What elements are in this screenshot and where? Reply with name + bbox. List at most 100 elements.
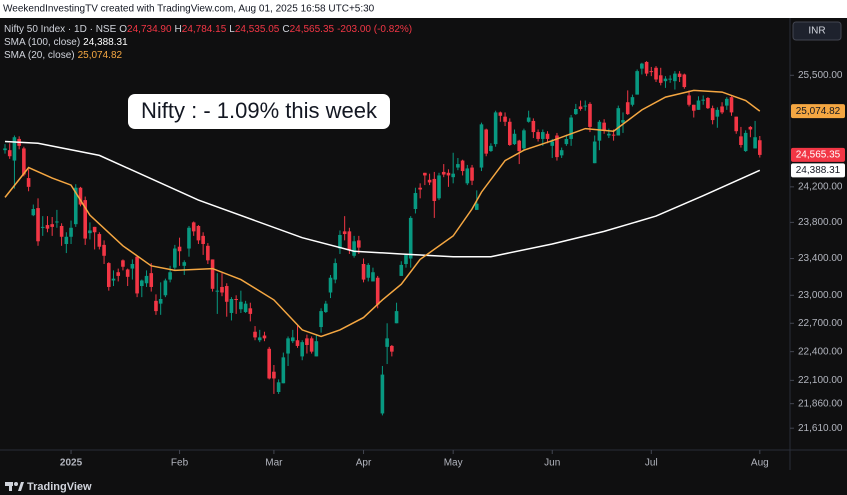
candle-body <box>191 222 196 232</box>
candle-body <box>451 173 455 178</box>
candle-body <box>102 244 106 256</box>
candle-body <box>262 335 267 339</box>
candle-body <box>423 172 427 176</box>
candle-body <box>758 140 762 155</box>
candle-body <box>663 78 668 82</box>
candle-body <box>257 337 262 341</box>
candle-body <box>7 150 12 157</box>
candle-body <box>163 280 168 296</box>
candle-body <box>31 208 36 216</box>
candle-body <box>640 63 644 69</box>
candle-body <box>399 264 404 276</box>
candle-body <box>507 121 512 145</box>
x-tick-label: Jun <box>544 458 560 469</box>
legend-key: O <box>119 24 128 35</box>
candle-body <box>347 231 352 251</box>
candle-body <box>753 137 757 149</box>
candle-body <box>121 260 125 267</box>
currency-box[interactable] <box>792 21 842 41</box>
candle-body <box>295 340 300 346</box>
x-tick-label: 2025 <box>60 458 83 469</box>
x-tick-label: Mar <box>265 458 283 469</box>
legend-symbol: Nifty 50 Index · 1D · NSE <box>4 24 117 35</box>
candle-body <box>734 116 739 132</box>
candle-body <box>474 203 479 210</box>
candle-body <box>441 171 446 175</box>
candle-body <box>630 97 635 105</box>
y-tick-label: 21,610.00 <box>798 423 843 434</box>
candle-body <box>243 303 248 313</box>
candle-body <box>522 130 526 149</box>
price-tag-label: 24,388.31 <box>796 165 841 176</box>
legend-value: 24,388.31 <box>83 37 128 48</box>
candle-body <box>267 348 271 379</box>
candle-body <box>720 106 724 113</box>
candle-body <box>701 99 705 101</box>
candle-body <box>36 208 40 242</box>
candle-body <box>234 298 238 300</box>
legend-sma100: SMA (100, close) 24,388.31 <box>4 37 131 48</box>
candle-body <box>602 122 606 131</box>
candle-body <box>371 272 375 282</box>
candle-body <box>149 273 154 287</box>
candle-body <box>309 338 314 352</box>
y-tick-label: 22,100.00 <box>798 375 843 386</box>
candle-body <box>3 148 7 151</box>
legend-value: 24,565.35 <box>289 24 335 35</box>
candle-body <box>168 272 172 280</box>
candle-body <box>588 103 592 127</box>
candle-body <box>748 126 753 130</box>
candle-body <box>413 193 418 209</box>
candle-body <box>22 148 26 175</box>
candle-body <box>361 263 366 280</box>
candle-body <box>26 178 31 187</box>
legend-value: 24,535.05 <box>234 24 280 35</box>
candle-body <box>621 120 625 123</box>
candle-body <box>305 338 309 345</box>
candle-body <box>616 108 621 136</box>
y-tick-label: 23,000.00 <box>798 290 843 301</box>
candle-body <box>531 120 536 133</box>
currency: INR <box>808 26 825 37</box>
legend-value: 24,784.15 <box>181 24 227 35</box>
candle-body <box>111 278 116 281</box>
y-tick-label: 22,700.00 <box>798 318 843 329</box>
candle-body <box>300 342 305 357</box>
candle-body <box>526 117 531 122</box>
candle-body <box>715 109 720 117</box>
candle-body <box>338 234 342 249</box>
candle-body <box>182 262 187 266</box>
top-band <box>0 0 847 18</box>
candle-body <box>12 137 17 161</box>
candle-body <box>390 345 394 352</box>
candle-body <box>92 226 97 233</box>
y-tick-label: 23,800.00 <box>798 217 843 228</box>
candle-body <box>512 133 517 145</box>
candle-body <box>687 95 691 105</box>
candle-body <box>73 187 78 225</box>
candle-body <box>50 224 54 227</box>
candle-body <box>437 175 441 199</box>
candle-body <box>323 303 328 313</box>
candle-body <box>116 272 121 276</box>
candle-body <box>201 235 205 244</box>
candle-body <box>352 241 356 256</box>
candle-body <box>574 109 578 115</box>
x-tick-label: Aug <box>751 458 769 469</box>
candle-body <box>729 97 734 113</box>
annotation: Nifty : - 1.09% this week <box>141 98 378 123</box>
candle-body <box>489 145 493 152</box>
candle-body <box>144 275 149 284</box>
candle-body <box>394 311 399 324</box>
candle-body <box>668 78 672 80</box>
candle-body <box>177 246 182 252</box>
candle-body <box>404 254 408 264</box>
y-tick-label: 23,400.00 <box>798 253 843 264</box>
candle-body <box>239 301 243 310</box>
candle-body <box>706 97 710 109</box>
sma-line <box>4 89 761 338</box>
candle-body <box>125 269 130 277</box>
price-tag-label: 24,565.35 <box>796 150 841 161</box>
candle-body <box>342 231 347 235</box>
